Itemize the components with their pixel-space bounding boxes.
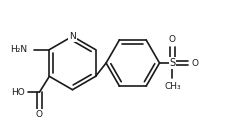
Text: CH₃: CH₃	[163, 82, 180, 91]
Text: S: S	[169, 58, 175, 68]
Text: O: O	[36, 110, 43, 119]
Text: O: O	[168, 35, 175, 44]
Text: O: O	[190, 59, 197, 68]
Text: N: N	[69, 32, 76, 41]
Text: HO: HO	[11, 88, 25, 97]
Text: H₂N: H₂N	[10, 45, 27, 54]
